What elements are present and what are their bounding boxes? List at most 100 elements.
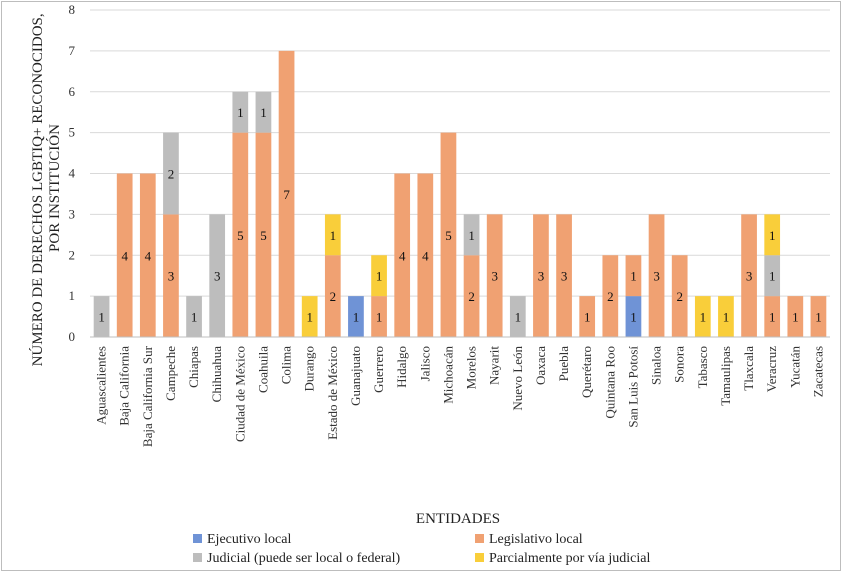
bar-segment-1-24 [625, 296, 642, 337]
x-tick-label: Zacatecas [810, 346, 825, 397]
data-label: 1 [515, 310, 522, 325]
bar-segment-2-3 [139, 173, 156, 337]
data-label: 1 [815, 310, 822, 325]
y-tick-label: 3 [69, 206, 76, 221]
bar-segment-1-12 [348, 296, 364, 337]
bar-segment-3-17 [463, 214, 480, 256]
data-label: 4 [399, 248, 406, 263]
y-axis-title-line1: NÚMERO DE DERECHOS LGBTIQ+ RECONOCIDOS, [29, 13, 46, 366]
x-tick-label: Colima [279, 346, 294, 385]
legend-swatch-parcial [475, 553, 484, 562]
bar-segment-2-21 [556, 214, 572, 337]
data-label: 2 [468, 289, 475, 304]
data-label: 4 [121, 248, 128, 263]
data-label: 1 [330, 228, 337, 243]
y-tick-label: 7 [69, 43, 76, 58]
bar-segment-2-25 [648, 214, 665, 337]
data-label: 2 [168, 167, 175, 182]
data-label: 1 [306, 310, 313, 325]
x-tick-label: Baja California Sur [140, 345, 155, 447]
x-axis-title: ENTIDADES [416, 511, 500, 527]
bar-segment-4-28 [718, 296, 734, 337]
x-tick-label: Querétaro [579, 346, 594, 398]
x-tick-label: Hidalgo [394, 346, 409, 388]
data-label: 3 [214, 269, 221, 284]
data-label: 2 [607, 289, 614, 304]
x-tick-label: Puebla [556, 346, 571, 382]
data-label: 1 [769, 228, 776, 243]
data-label: 5 [445, 228, 452, 243]
data-label: 4 [145, 248, 152, 263]
bar-segment-3-19 [509, 296, 526, 337]
y-tick-label: 6 [69, 84, 76, 99]
x-tick-label: Sinaloa [649, 346, 664, 385]
data-label: 4 [422, 248, 429, 263]
bar-segment-3-30 [764, 255, 781, 297]
data-label: 1 [630, 310, 637, 325]
y-tick-label: 4 [69, 166, 76, 181]
legend-swatch-legislativo [475, 534, 484, 543]
bar-segment-3-6 [209, 214, 226, 337]
gridlines [90, 9, 830, 297]
y-tick-label: 2 [69, 247, 76, 262]
bar-segment-2-15 [417, 173, 434, 337]
y-axis-ticks: 0 1 2 3 4 5 6 7 8 [69, 2, 76, 344]
x-tick-label: Nayarit [487, 346, 502, 385]
legend-label-legislativo: Legislativo local [489, 532, 583, 547]
x-tick-label: Chihuahua [209, 346, 224, 403]
data-label: 5 [237, 228, 244, 243]
bar-segment-2-20 [533, 214, 549, 337]
x-tick-label: Yucatán [787, 346, 802, 388]
data-label: 1 [792, 310, 799, 325]
data-label: 1 [191, 310, 198, 325]
bar-segment-3-8 [255, 91, 272, 133]
x-tick-label: Tamaulipas [718, 346, 733, 406]
bar-segment-2-31 [787, 296, 804, 337]
bars: 1 4 4 3 2 1 3 5 1 5 1 7 1 2 1 1 1 1 4 4 5 2 1 3 1 3 3 1 2 1 1 3 2 1 1 3 1 1 1 1… [93, 50, 827, 337]
bar-segment-2-9 [278, 50, 295, 337]
data-label: 3 [653, 269, 660, 284]
bar-segment-2-24 [625, 255, 642, 297]
x-tick-label: Oaxaca [533, 346, 548, 385]
legend-swatch-ejecutivo [193, 534, 202, 543]
legend-label-parcial: Parcialmente por vía judicial [489, 551, 650, 566]
bar-segment-2-13 [371, 296, 387, 337]
y-tick-label: 5 [69, 125, 76, 140]
bar-segment-2-23 [602, 255, 619, 337]
y-axis-title-line2: POR INSTITUCIÓN [46, 124, 63, 252]
bar-segment-2-7 [232, 132, 249, 337]
x-tick-label: Tabasco [695, 346, 710, 388]
x-axis-category-labels: Aguascalientes Baja California Baja Califo… [94, 345, 826, 447]
data-label: 1 [630, 269, 637, 284]
x-tick-label: Campeche [163, 346, 178, 401]
bar-segment-3-1 [93, 296, 110, 337]
data-label: 1 [700, 310, 707, 325]
data-label: 1 [260, 105, 267, 120]
y-tick-label: 8 [69, 2, 76, 17]
x-tick-label: San Luis Potosí [625, 346, 640, 428]
x-tick-label: Guanajuato [348, 346, 363, 406]
data-label: 3 [168, 269, 175, 284]
legend-label-ejecutivo: Ejecutivo local [207, 532, 291, 547]
data-label: 1 [98, 310, 105, 325]
bar-segment-3-7 [232, 91, 249, 133]
bar-segment-2-4 [163, 214, 179, 337]
x-tick-label: Baja California [117, 346, 132, 426]
legend-swatch-judicial [193, 553, 202, 562]
bar-segment-2-8 [255, 132, 272, 337]
data-label: 1 [584, 310, 591, 325]
bar-segment-3-5 [186, 296, 202, 337]
data-label: 1 [376, 269, 383, 284]
x-tick-label: Ciudad de México [232, 346, 247, 442]
data-label: 1 [376, 310, 383, 325]
x-tick-label: Guerrero [371, 346, 386, 393]
x-tick-label: Estado de México [325, 346, 340, 440]
x-tick-label: Nuevo León [510, 346, 525, 411]
x-tick-label: Veracruz [764, 346, 779, 392]
bar-segment-2-29 [741, 214, 757, 337]
bar-segment-4-11 [324, 214, 341, 256]
data-label: 1 [769, 310, 776, 325]
y-axis-title: NÚMERO DE DERECHOS LGBTIQ+ RECONOCIDOS, … [29, 10, 63, 367]
